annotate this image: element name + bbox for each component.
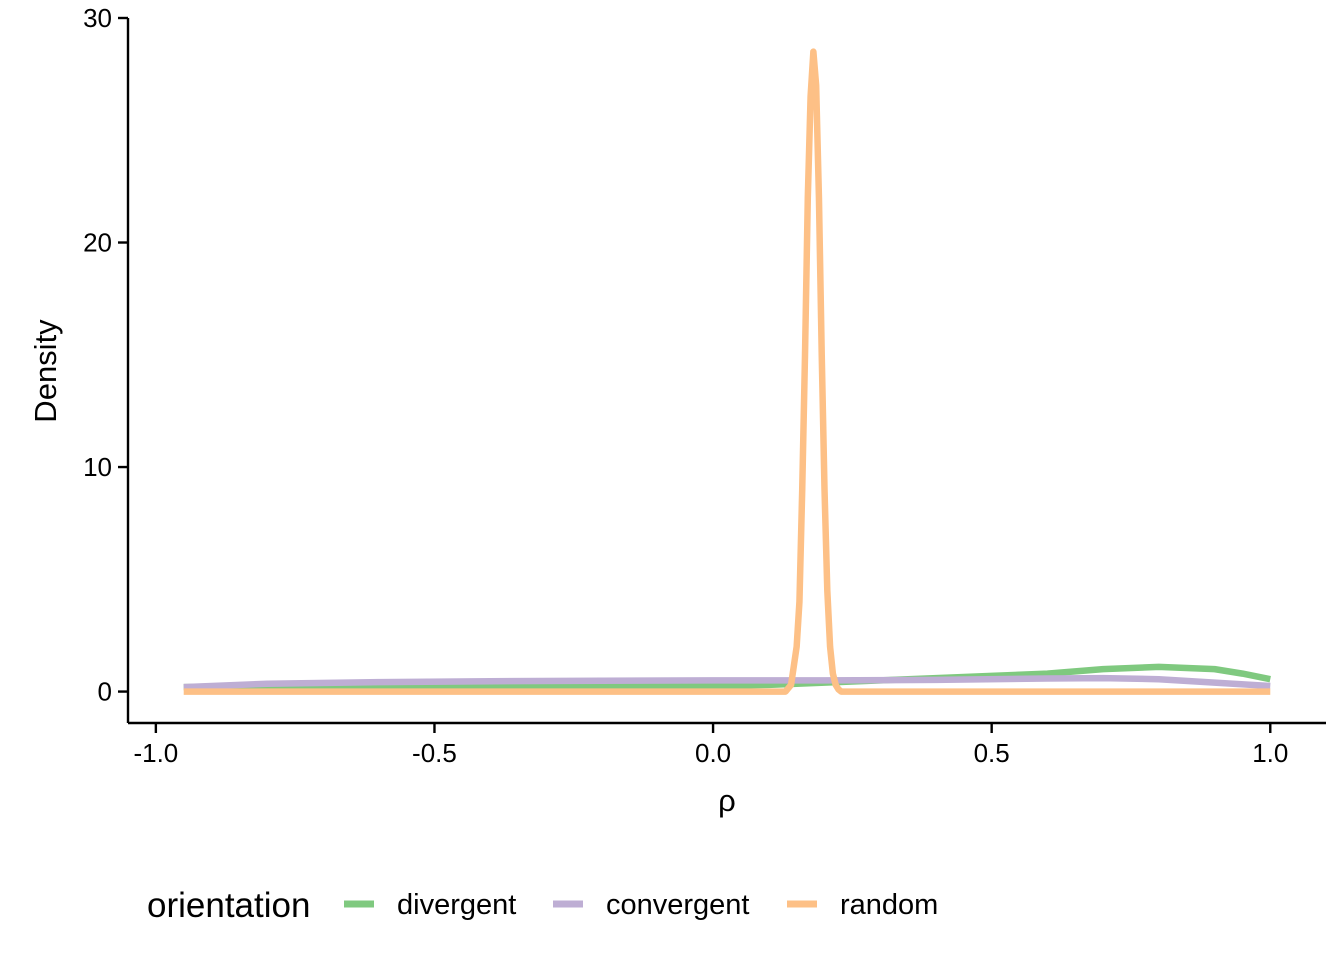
legend-title: orientation [147,886,310,925]
series-line-random [183,48,1271,695]
y-tick-label: 20 [83,228,112,258]
x-axis-title: ρ [718,783,736,818]
legend-label-random: random [840,889,938,921]
x-tick-label: 0.0 [695,738,731,768]
series-line-convergent [183,674,1271,691]
x-tick-label: -1.0 [133,738,178,768]
y-tick-label: 0 [98,677,112,707]
legend-label-convergent: convergent [606,889,750,921]
y-tick-label: 10 [83,452,112,482]
y-tick-label: 30 [83,3,112,33]
series-layer [183,48,1271,695]
x-tick-label: 1.0 [1252,738,1288,768]
y-axis-title: Density [28,319,63,423]
x-tick-label: 0.5 [974,738,1010,768]
axes-layer: -1.0 -0.5 0.0 0.5 1.0 0 10 20 30 [83,3,1326,768]
x-tick-label: -0.5 [412,738,457,768]
legend-label-divergent: divergent [397,889,516,921]
legend-items: divergent convergent random [344,889,938,921]
legend: orientation divergent convergent random [147,886,938,925]
